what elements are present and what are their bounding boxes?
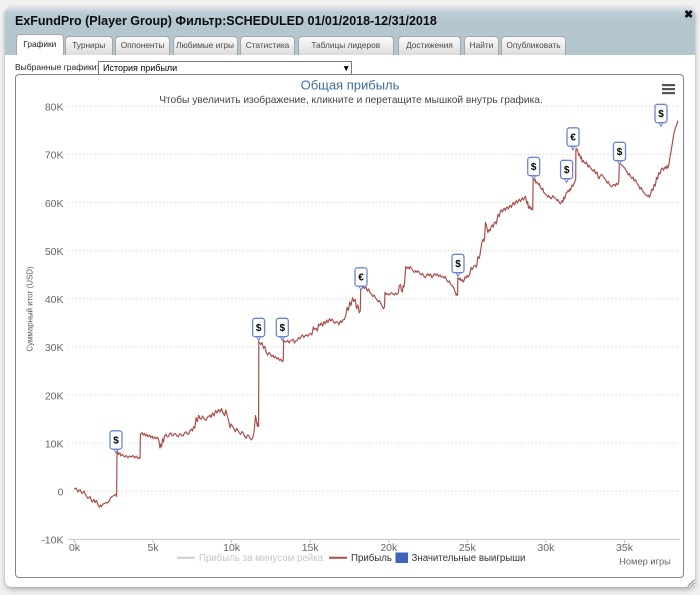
svg-text:Номер игры: Номер игры [619, 557, 671, 567]
svg-text:€: € [570, 133, 576, 144]
svg-text:$: $ [455, 259, 461, 270]
svg-text:Прибыль: Прибыль [351, 553, 392, 564]
svg-text:$: $ [564, 165, 570, 176]
svg-text:80K: 80K [45, 102, 64, 114]
svg-text:Прибыль за минусом рейка: Прибыль за минусом рейка [199, 553, 324, 564]
svg-text:-10K: -10K [41, 535, 63, 547]
svg-text:5k: 5k [148, 542, 160, 554]
svg-text:30k: 30k [537, 542, 555, 554]
svg-text:$: $ [280, 323, 286, 334]
svg-text:0k: 0k [69, 542, 81, 554]
svg-text:$: $ [256, 323, 262, 334]
svg-text:Суммарный итог (USD): Суммарный итог (USD) [26, 266, 35, 351]
svg-text:0: 0 [58, 487, 64, 499]
svg-text:€: € [358, 273, 364, 284]
svg-text:20K: 20K [45, 390, 64, 402]
svg-text:20k: 20k [380, 542, 398, 554]
svg-text:10k: 10k [223, 542, 241, 554]
svg-text:35k: 35k [616, 542, 634, 554]
svg-text:$: $ [617, 147, 623, 158]
svg-text:60K: 60K [45, 198, 64, 210]
svg-text:Чтобы увеличить изображение, к: Чтобы увеличить изображение, кликните и … [159, 94, 543, 106]
svg-text:50K: 50K [45, 246, 64, 258]
svg-text:40K: 40K [45, 294, 64, 306]
svg-text:70K: 70K [45, 150, 64, 162]
svg-text:Значительные выигрыши: Значительные выигрыши [412, 553, 526, 564]
svg-text:10K: 10K [45, 438, 64, 450]
svg-text:Общая прибыль: Общая прибыль [301, 78, 400, 93]
svg-text:30K: 30K [45, 342, 64, 354]
svg-text:15k: 15k [302, 542, 320, 554]
svg-text:$: $ [531, 162, 537, 173]
svg-text:$: $ [113, 436, 119, 447]
svg-text:25k: 25k [459, 542, 477, 554]
svg-text:$: $ [658, 109, 664, 120]
